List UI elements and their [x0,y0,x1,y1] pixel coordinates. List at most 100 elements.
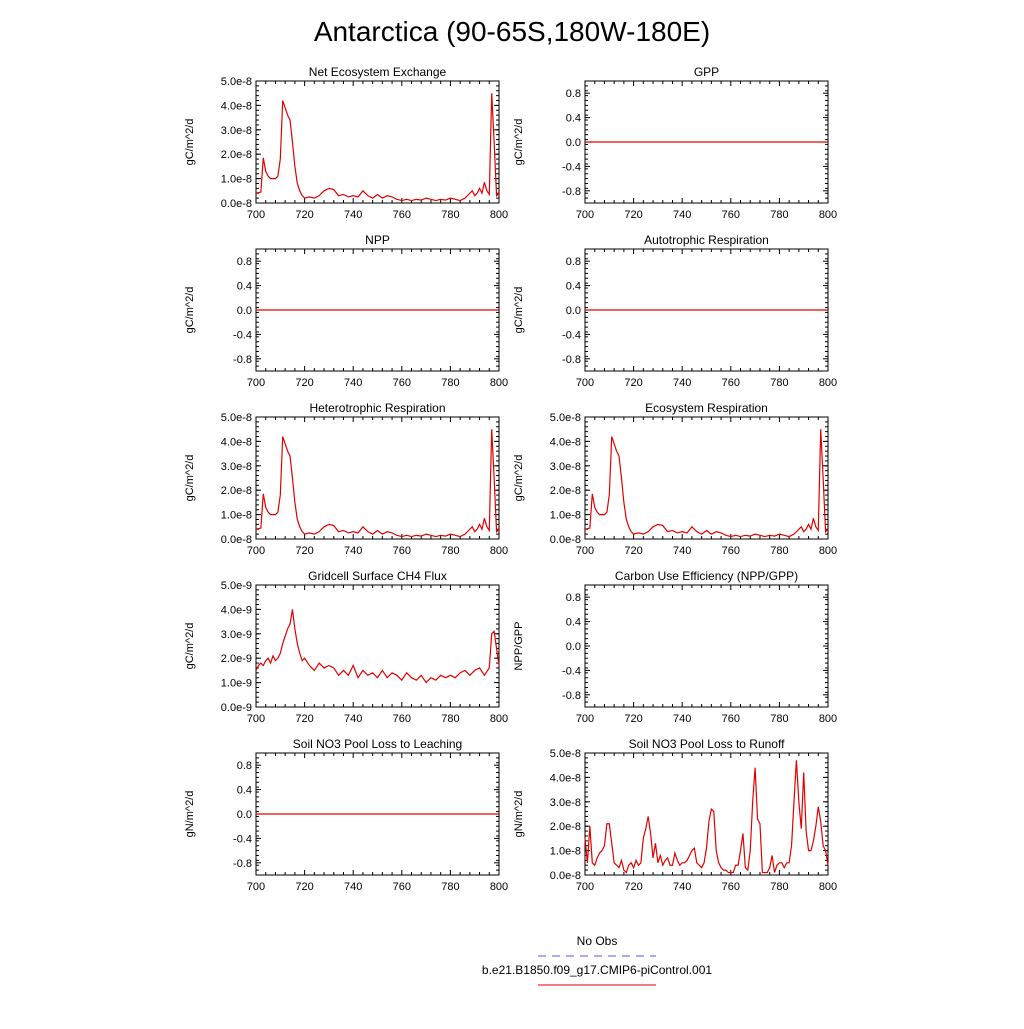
legend-obs-label: No Obs [577,934,618,948]
x-tick-label: 720 [624,209,642,221]
x-tick-label: 800 [819,377,837,389]
y-tick-label: 2.0e-8 [550,485,581,497]
series-line [255,93,500,202]
y-tick-label: -0.8 [562,186,581,198]
y-tick-label: -0.8 [562,690,581,702]
chart-panel: Carbon Use Efficiency (NPP/GPP) NPP/GPP 70… [513,569,837,725]
y-tick-label: 5.0e-8 [550,412,581,424]
y-tick-label: 0.0e-8 [550,870,581,882]
y-tick-label: -0.4 [233,329,252,341]
y-axis-label: gN/m^2/d [513,791,525,838]
y-tick-label: 5.0e-8 [221,412,252,424]
series-line [584,429,829,538]
y-tick-label: -0.4 [562,161,581,173]
x-tick-label: 760 [393,377,411,389]
plot-frame [255,416,500,540]
x-tick-label: 740 [673,545,691,557]
y-tick-label: 0.8 [566,88,581,100]
x-tick-label: 700 [247,209,265,221]
x-tick-label: 800 [490,209,508,221]
x-tick-label: 740 [344,713,362,725]
x-tick-label: 700 [247,713,265,725]
y-tick-label: 4.0e-8 [550,772,581,784]
x-tick-label: 720 [295,545,313,557]
y-tick-label: 0.0e-8 [221,198,252,210]
x-tick-label: 780 [770,713,788,725]
y-tick-label: 1.0e-8 [221,174,252,186]
x-tick-label: 700 [576,881,594,893]
x-tick-label: 740 [344,545,362,557]
x-tick-label: 740 [673,713,691,725]
y-tick-label: 0.0 [566,641,581,653]
x-tick-label: 720 [295,881,313,893]
y-tick-label: 0.4 [237,281,252,293]
series-line [255,429,500,538]
x-tick-label: 700 [576,377,594,389]
y-tick-label: 4.0e-8 [221,100,252,112]
y-tick-label: 5.0e-9 [221,580,252,592]
x-tick-label: 740 [344,209,362,221]
y-tick-label: 0.4 [566,617,581,629]
x-tick-label: 800 [819,209,837,221]
y-tick-label: 0.0e-8 [550,534,581,546]
series-line [255,609,500,684]
y-tick-label: 3.0e-8 [550,461,581,473]
y-tick-label: 0.4 [237,785,252,797]
x-tick-label: 720 [295,209,313,221]
y-tick-label: 1.0e-8 [550,846,581,858]
plot-frame [584,752,829,876]
y-tick-label: -0.4 [562,329,581,341]
chart-panel: Heterotrophic Respiration gC/m^2/d 700 720 7… [184,401,508,557]
chart-title: NPP [365,233,390,247]
plot-frame [255,584,500,708]
y-tick-label: 0.4 [566,281,581,293]
chart-panel: Net Ecosystem Exchange gC/m^2/d 700 720 740 7… [184,65,508,221]
y-tick-label: 0.8 [566,592,581,604]
y-tick-label: 1.0e-8 [550,510,581,522]
y-tick-label: 0.0 [566,305,581,317]
figure-title: Antarctica (90-65S,180W-180E) [314,16,710,47]
chart-panel: GPP gC/m^2/d 700 720 740 760 780 800 -0.8 -0.4 0.0… [513,65,837,221]
x-tick-label: 760 [722,713,740,725]
y-tick-label: 3.0e-9 [221,629,252,641]
plot-frame [584,584,829,708]
x-tick-label: 800 [819,545,837,557]
y-tick-label: 5.0e-8 [221,76,252,88]
chart-title: Heterotrophic Respiration [309,401,445,415]
chart-title: Soil NO3 Pool Loss to Leaching [293,737,462,751]
y-tick-label: 3.0e-8 [221,125,252,137]
series-line [584,760,829,874]
y-tick-label: 3.0e-8 [550,797,581,809]
chart-title: Carbon Use Efficiency (NPP/GPP) [615,569,798,583]
x-tick-label: 800 [490,377,508,389]
chart-title: Gridcell Surface CH4 Flux [308,569,447,583]
x-tick-label: 720 [295,377,313,389]
x-tick-label: 780 [770,377,788,389]
chart-panel: Soil NO3 Pool Loss to Leaching gN/m^2/d 70… [184,737,508,893]
x-tick-label: 800 [490,545,508,557]
x-tick-label: 740 [673,209,691,221]
x-tick-label: 700 [576,545,594,557]
x-tick-label: 700 [247,377,265,389]
x-tick-label: 760 [393,545,411,557]
y-tick-label: 0.8 [566,256,581,268]
legend-model-label: b.e21.B1850.f09_g17.CMIP6-piControl.001 [482,963,712,977]
y-tick-label: 4.0e-9 [221,604,252,616]
y-tick-label: 0.0 [566,137,581,149]
x-tick-label: 760 [393,713,411,725]
x-tick-label: 760 [722,209,740,221]
y-tick-label: 3.0e-8 [221,461,252,473]
x-tick-label: 740 [673,377,691,389]
y-axis-label: gN/m^2/d [184,791,196,838]
y-axis-label: gC/m^2/d [184,287,196,334]
x-tick-label: 800 [819,713,837,725]
x-tick-label: 780 [770,881,788,893]
x-tick-label: 740 [344,881,362,893]
chart-panel: NPP gC/m^2/d 700 720 740 760 780 800 -0.8 -0.4 0.0… [184,233,508,389]
y-tick-label: 2.0e-8 [221,149,252,161]
y-tick-label: -0.4 [233,833,252,845]
panels: Net Ecosystem Exchange gC/m^2/d 700 720 740 7… [184,65,837,893]
x-tick-label: 720 [624,545,642,557]
